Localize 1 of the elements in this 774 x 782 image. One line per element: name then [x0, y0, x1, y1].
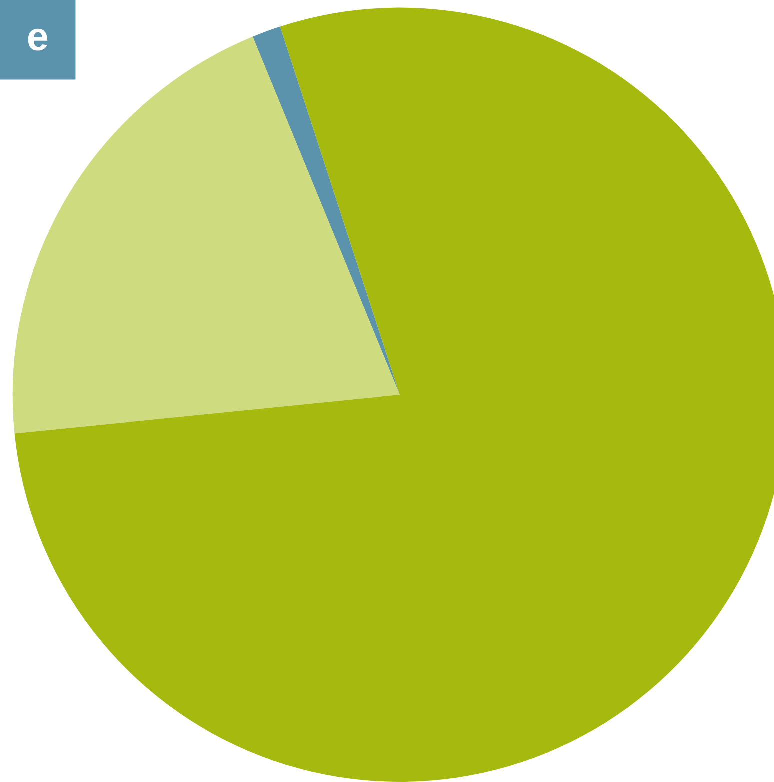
- text: e: [28, 28, 48, 51]
